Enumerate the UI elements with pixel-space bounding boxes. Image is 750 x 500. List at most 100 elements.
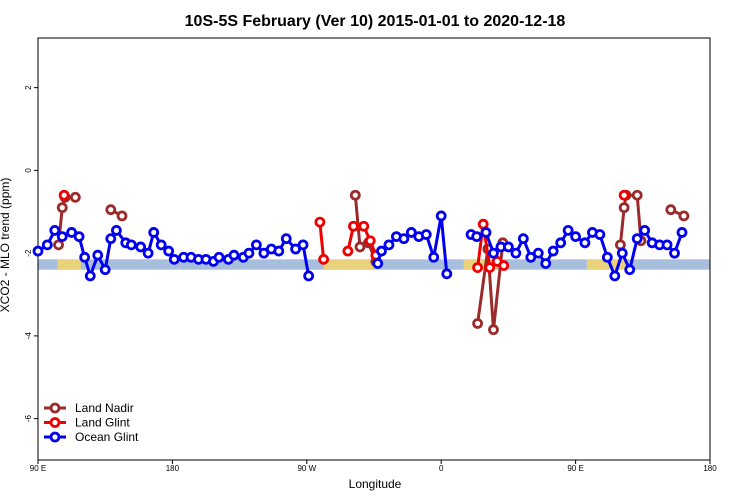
legend-item-land-nadir: Land Nadir	[44, 401, 134, 415]
data-point-land-glint	[314, 216, 326, 228]
data-point-land-nadir	[53, 239, 64, 251]
data-point-land-nadir	[116, 210, 128, 222]
data-point-ocean-glint	[273, 245, 285, 257]
data-point-ocean-glint	[555, 237, 567, 249]
data-point-ocean-glint	[428, 251, 440, 263]
data-point-land-glint	[58, 189, 70, 201]
data-point-land-glint	[618, 189, 630, 201]
legend-marker	[49, 431, 61, 443]
data-point-ocean-glint	[510, 247, 522, 259]
data-point-ocean-glint	[488, 247, 499, 259]
data-point-ocean-glint	[213, 251, 225, 263]
x-tick-label: 0	[439, 464, 444, 473]
data-point-ocean-glint	[228, 249, 240, 261]
data-point-land-glint	[342, 245, 354, 257]
data-point-ocean-glint	[383, 239, 395, 251]
x-tick-label: 180	[166, 464, 180, 473]
x-tick-label: 90 E	[30, 464, 46, 473]
x-axis-label: Longitude	[349, 477, 402, 491]
data-point-land-nadir	[349, 189, 361, 201]
data-point-ocean-glint	[49, 224, 61, 236]
data-point-land-glint	[358, 220, 370, 232]
legend-marker	[49, 417, 61, 428]
data-point-ocean-glint	[669, 247, 680, 259]
data-point-ocean-glint	[99, 264, 111, 276]
data-point-ocean-glint	[398, 233, 410, 245]
data-point-ocean-glint	[471, 231, 483, 242]
data-point-ocean-glint	[280, 233, 292, 245]
legend-item-ocean-glint: Ocean Glint	[44, 430, 139, 444]
data-point-ocean-glint	[579, 237, 591, 249]
data-point-land-nadir	[678, 210, 690, 222]
data-point-ocean-glint	[155, 239, 167, 251]
series-line-land-nadir	[476, 242, 505, 332]
data-point-ocean-glint	[616, 247, 628, 259]
data-point-ocean-glint	[111, 224, 122, 236]
data-point-ocean-glint	[601, 251, 613, 263]
chart-title: 10S-5S February (Ver 10) 2015-01-01 to 2…	[185, 13, 566, 30]
y-tick-label: -6	[24, 415, 33, 423]
data-point-ocean-glint	[243, 247, 255, 259]
data-point-ocean-glint	[676, 227, 688, 238]
data-point-land-glint	[318, 253, 330, 265]
data-point-land-nadir	[631, 189, 643, 201]
data-point-ocean-glint	[609, 270, 621, 282]
y-tick-label: 2	[24, 85, 33, 90]
data-point-ocean-glint	[163, 245, 175, 257]
y-axis-label: XCO2 - MLO trend (ppm)	[0, 178, 12, 313]
data-point-ocean-glint	[125, 239, 137, 251]
data-point-ocean-glint	[661, 239, 673, 251]
data-point-ocean-glint	[372, 258, 384, 269]
data-point-ocean-glint	[168, 253, 180, 265]
y-tick-label: -4	[24, 332, 33, 340]
data-point-ocean-glint	[41, 239, 53, 251]
data-point-ocean-glint	[250, 239, 262, 251]
data-point-ocean-glint	[420, 229, 432, 240]
x-tick-label: 180	[703, 464, 717, 473]
data-point-land-glint	[477, 218, 489, 230]
series-land-glint	[58, 189, 630, 274]
data-point-ocean-glint	[297, 239, 309, 251]
y-tick-label: -2	[24, 249, 33, 257]
legend-item-land-glint: Land Glint	[44, 416, 130, 430]
data-point-land-glint	[484, 262, 496, 274]
data-point-ocean-glint	[32, 245, 44, 257]
data-point-ocean-glint	[148, 227, 160, 238]
x-axis: 90 E 180 90 W 0 90 E 180	[30, 460, 717, 473]
data-point-ocean-glint	[547, 245, 559, 257]
data-point-land-glint	[348, 220, 359, 232]
legend-label: Ocean Glint	[75, 430, 139, 444]
land-band-1	[323, 259, 374, 270]
data-point-ocean-glint	[570, 231, 581, 242]
data-point-ocean-glint	[502, 241, 514, 253]
data-point-land-nadir	[488, 324, 499, 336]
x-tick-label: 90 E	[567, 464, 583, 473]
data-point-ocean-glint	[73, 231, 85, 242]
data-point-land-nadir	[56, 202, 68, 214]
series-group	[32, 189, 690, 336]
data-point-ocean-glint	[303, 270, 315, 282]
land-band-0	[57, 259, 81, 270]
data-point-ocean-glint	[435, 210, 447, 222]
data-point-ocean-glint	[480, 227, 492, 238]
data-point-ocean-glint	[56, 231, 68, 242]
data-point-ocean-glint	[92, 249, 104, 261]
data-point-ocean-glint	[562, 224, 574, 236]
data-point-ocean-glint	[79, 251, 91, 263]
data-point-ocean-glint	[540, 258, 552, 269]
series-line-land-glint	[318, 221, 326, 260]
data-point-ocean-glint	[517, 233, 529, 245]
data-point-land-nadir	[105, 204, 117, 216]
legend-marker	[49, 402, 61, 414]
data-point-ocean-glint	[84, 270, 96, 282]
data-point-ocean-glint	[631, 233, 643, 245]
series-ocean-glint	[32, 210, 688, 282]
y-tick-label: 0	[24, 168, 33, 173]
data-point-ocean-glint	[135, 241, 147, 253]
data-point-land-glint	[472, 262, 484, 274]
data-point-land-glint	[498, 260, 510, 271]
legend-label: Land Nadir	[75, 401, 134, 415]
data-point-ocean-glint	[594, 229, 606, 240]
